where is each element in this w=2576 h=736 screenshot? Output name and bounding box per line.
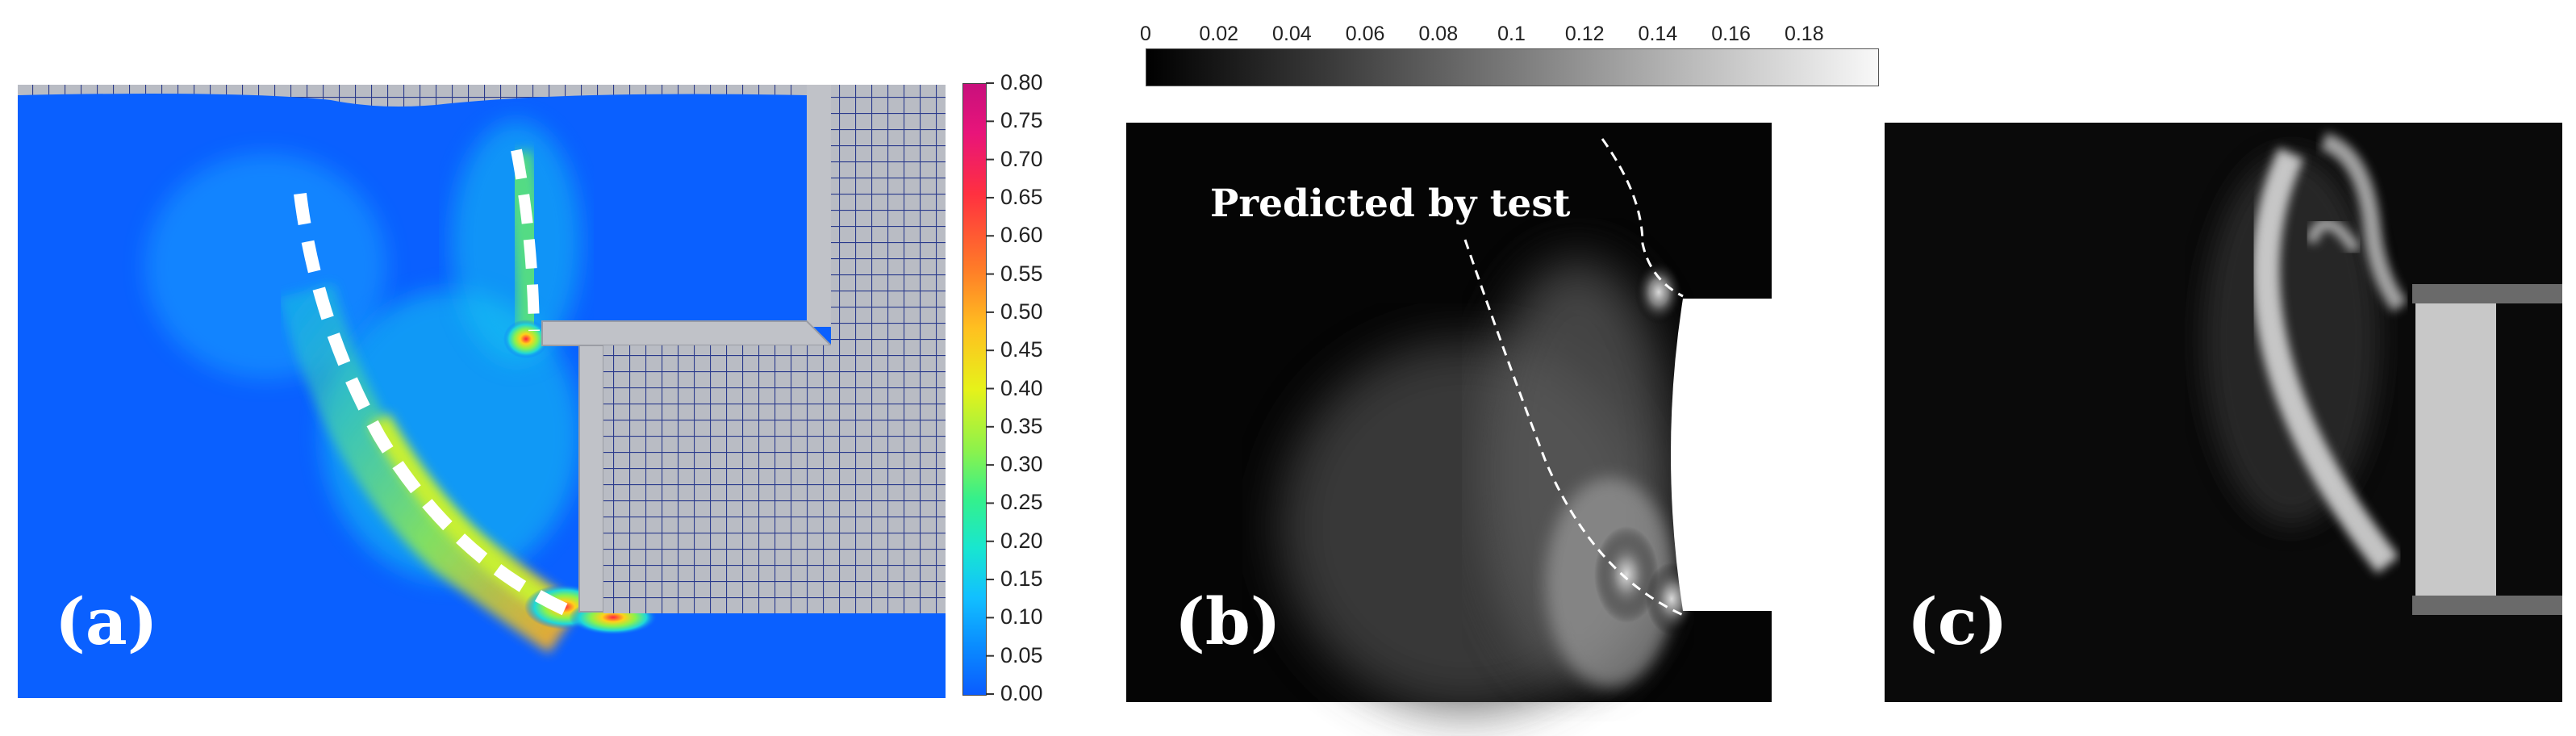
panel-b-label: (b) (1175, 583, 1281, 659)
colorbar-a-tick-label: 0.35 (1000, 413, 1043, 438)
colorbar-b (1146, 48, 1879, 86)
panel-a: (a) 0.00 0.05 0.10 0.15 0.20 0.25 0.30 0.35 0.40… (0, 0, 1097, 726)
cantilever-slab (541, 320, 833, 346)
colorbar-a-tick-label: 0.55 (1000, 261, 1043, 286)
colorbar-b-tick-label: 0.08 (1418, 23, 1459, 45)
colorbar-b-tick-label: 0.06 (1345, 23, 1385, 45)
colorbar-a-tick-label: 0.45 (1000, 337, 1043, 362)
colorbar-b-tick-label: 0.1 (1497, 23, 1526, 45)
panel-a-field (18, 85, 946, 698)
panel-b-image (1126, 123, 1772, 712)
colorbar-b-tick-label: 0.02 (1199, 23, 1239, 45)
panel-c-label: (c) (1907, 583, 2008, 659)
rigid-body-cutout (1671, 299, 1772, 611)
wall-top-block (807, 85, 831, 327)
colorbar-a-tick-label: 0.60 (1000, 223, 1043, 248)
colorbar-a (962, 83, 987, 696)
panel-b: 0 0.02 0.04 0.06 0.08 0.1 0.12 0.14 0.16 0.18 Pre… (1097, 0, 1879, 726)
colorbar-a-ticks (986, 82, 994, 695)
annotation-predicted-by-test: Predicted by test (1210, 182, 1571, 226)
vertical-post (578, 345, 604, 613)
colorbar-b-tick-label: 0 (1140, 23, 1151, 45)
panel-a-label: (a) (55, 583, 158, 659)
colorbar-b-tick-label: 0.18 (1784, 23, 1824, 45)
colorbar-a-tick-label: 0.80 (1000, 70, 1043, 94)
colorbar-a-tick-label: 0.30 (1000, 452, 1043, 477)
rigid-body-c (2415, 303, 2496, 596)
panel-c-image (1885, 123, 2562, 702)
colorbar-b-tick-label: 0.14 (1638, 23, 1678, 45)
colorbar-a-tick-label: 0.05 (1000, 642, 1043, 667)
dashed-marker-right (511, 148, 540, 332)
rigid-body-c-cap-top (2412, 284, 2562, 303)
colorbar-a-tick-label: 0.00 (1000, 681, 1043, 705)
colorbar-a-tick-label: 0.20 (1000, 528, 1043, 553)
colorbar-a-tick-label: 0.15 (1000, 567, 1043, 592)
colorbar-b-tick-label: 0.12 (1564, 23, 1605, 45)
colorbar-a-tick-label: 0.65 (1000, 184, 1043, 209)
top-mesh-strip (18, 85, 807, 107)
mesh-block-lower (603, 345, 946, 613)
shear-band-c (2252, 147, 2399, 574)
panel-c: (c) (1872, 0, 2576, 726)
colorbar-a-tick-label: 0.25 (1000, 490, 1043, 515)
dashed-marker-left (294, 193, 568, 616)
colorbar-b-tick-label: 0.16 (1711, 23, 1751, 45)
rigid-body-c-cap-bottom (2412, 596, 2562, 615)
colorbar-a-tick-label: 0.75 (1000, 108, 1043, 133)
dashed-curve-simulated (1601, 138, 1684, 298)
colorbar-a-tick-label: 0.10 (1000, 604, 1043, 629)
mesh-block-upper (831, 85, 946, 347)
colorbar-a-tick-label: 0.70 (1000, 146, 1043, 171)
colorbar-b-tick-label: 0.04 (1272, 23, 1312, 45)
colorbar-a-tick-label: 0.50 (1000, 299, 1043, 324)
colorbar-a-tick-label: 0.40 (1000, 375, 1043, 400)
